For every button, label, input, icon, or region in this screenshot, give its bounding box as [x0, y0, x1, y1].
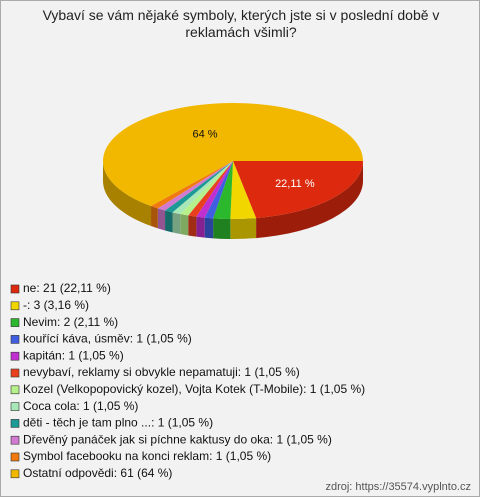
slice-side — [151, 206, 158, 229]
legend-swatch — [10, 435, 20, 445]
slice — [180, 161, 233, 216]
legend-label: Kozel (Velkopopovický kozel), Vojta Kote… — [23, 382, 365, 396]
legend-swatch — [10, 385, 20, 395]
legend-swatch — [10, 351, 20, 361]
slice — [102, 102, 363, 207]
slice — [230, 161, 257, 220]
legend-swatch — [10, 469, 20, 479]
slice-side — [204, 217, 214, 239]
legend-label: Dřevěný panáček jak si píchne kaktusy do… — [23, 432, 332, 446]
slice-side — [165, 210, 173, 233]
legend-swatch — [10, 301, 20, 311]
source: zdroj: https://35574.vyplnto.cz — [325, 481, 471, 493]
legend-swatch — [10, 284, 20, 294]
slice — [204, 161, 233, 219]
slice — [172, 161, 233, 215]
slice — [157, 161, 233, 211]
slice-side — [188, 215, 197, 237]
slice-side — [196, 216, 205, 238]
slice — [213, 161, 233, 219]
slice-side — [256, 161, 363, 239]
slice — [196, 161, 233, 218]
slice-side — [213, 218, 231, 239]
legend-label: kapitán: 1 (1,05 %) — [23, 348, 124, 362]
slice — [151, 161, 233, 209]
legend-swatch — [10, 318, 20, 327]
legend-label: děti - těch je tam plno ...: 1 (1,05 %) — [23, 416, 213, 430]
legend-label: Symbol facebooku na konci reklam: 1 (1,0… — [23, 449, 271, 463]
data-label: 22,11 % — [275, 178, 315, 190]
slice-side — [157, 208, 166, 231]
legend-label: nevybaví, reklamy si obvykle nepamatuji:… — [23, 365, 300, 379]
slice — [165, 161, 233, 213]
slice-side — [180, 214, 189, 236]
chart-title: Vybaví se vám nějaké symboly, kterých js… — [42, 7, 440, 40]
legend-label: -: 3 (3,16 %) — [23, 298, 89, 312]
legend-label: kouřící káva, úsměv: 1 (1,05 %) — [23, 332, 192, 346]
legend-swatch — [10, 452, 20, 462]
legend-label: Coca cola: 1 (1,05 %) — [23, 399, 138, 413]
legend-swatch — [10, 368, 20, 378]
legend-swatch — [10, 335, 20, 344]
legend-swatch — [10, 402, 20, 411]
slice-side — [230, 218, 257, 239]
data-label: 64 % — [193, 129, 218, 141]
legend-label: Ostatní odpovědi: 61 (64 %) — [23, 466, 172, 480]
legend-label: ne: 21 (22,11 %) — [23, 281, 111, 295]
slice — [233, 161, 363, 219]
legend-label: Nevim: 2 (2,11 %) — [23, 315, 118, 329]
legend-swatch — [10, 419, 20, 428]
slice — [188, 161, 233, 217]
slice-side — [103, 161, 152, 227]
slice-side — [172, 212, 181, 235]
